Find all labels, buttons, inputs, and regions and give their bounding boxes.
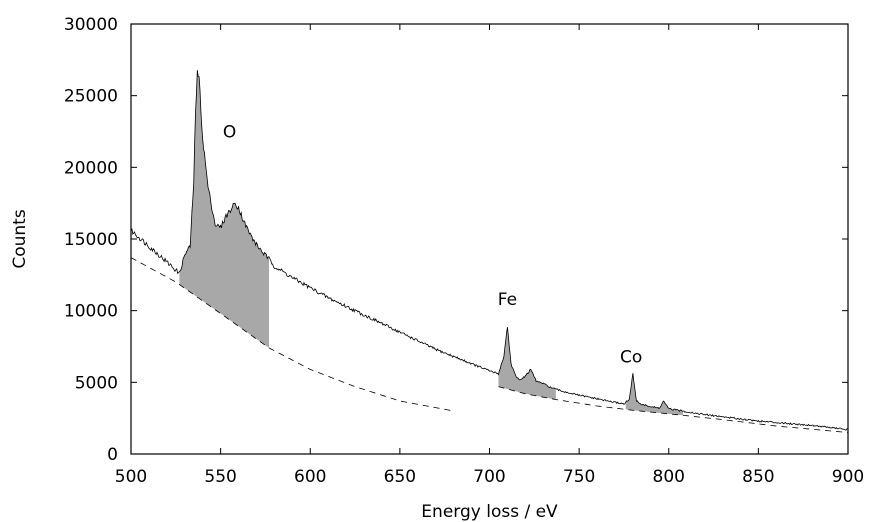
x-tick-label: 900 — [832, 467, 864, 487]
x-tick-label: 750 — [563, 467, 595, 487]
edge-annotations: O Fe Co — [223, 123, 642, 368]
axis-ticks: 500 550 600 650 700 750 800 850 900 0 5000 10000 150… — [64, 15, 864, 487]
edge-label-fe: Fe — [498, 290, 517, 310]
edge-fills — [179, 70, 684, 416]
y-tick-label: 30000 — [64, 15, 118, 35]
edge-fill-fe — [498, 327, 556, 400]
x-tick-label: 600 — [294, 467, 326, 487]
x-tick-label: 550 — [204, 467, 236, 487]
y-tick-label: 20000 — [64, 158, 118, 178]
background-fit-lines — [130, 257, 849, 433]
spectrum-line — [130, 70, 849, 431]
edge-fill-co — [625, 373, 684, 416]
spectrum-line-group — [130, 70, 849, 431]
x-tick-label: 700 — [473, 467, 505, 487]
edge-label-o: O — [223, 123, 236, 143]
background-fit-line-2 — [498, 386, 849, 433]
x-axis-title: Energy loss / eV — [421, 502, 558, 522]
y-axis-title: Counts — [10, 209, 30, 268]
edge-label-co: Co — [620, 348, 642, 368]
x-tick-label: 650 — [384, 467, 416, 487]
x-tick-label: 850 — [742, 467, 774, 487]
y-tick-label: 15000 — [64, 230, 118, 250]
y-tick-label: 25000 — [64, 87, 118, 107]
x-tick-label: 500 — [115, 467, 147, 487]
y-tick-label: 0 — [107, 445, 118, 465]
edge-fill-o — [179, 70, 270, 348]
x-tick-label: 800 — [653, 467, 685, 487]
y-tick-label: 5000 — [75, 373, 118, 393]
y-tick-label: 10000 — [64, 302, 118, 322]
background-fit-line-1 — [130, 257, 454, 412]
